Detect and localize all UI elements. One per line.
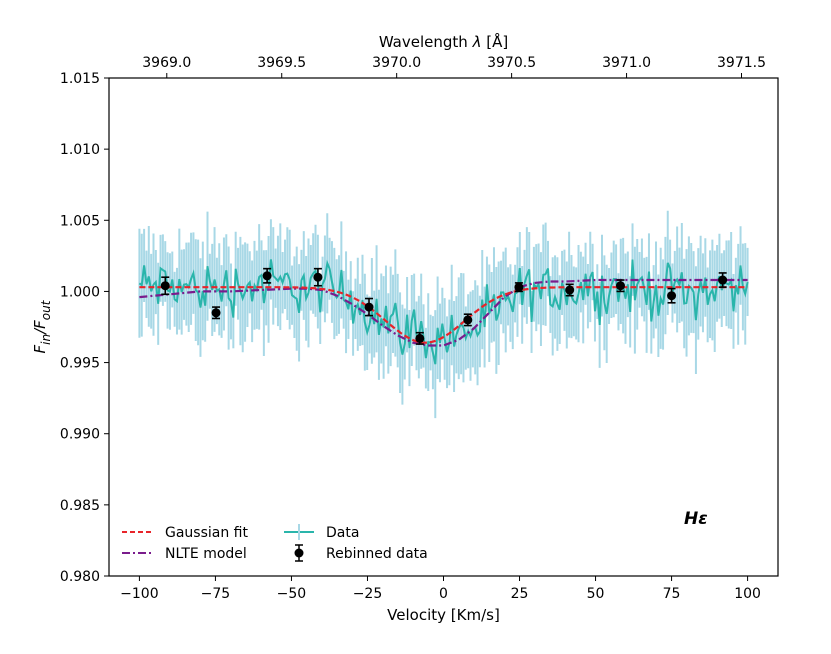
data-series-line xyxy=(138,259,749,365)
rebinned-point xyxy=(514,282,524,293)
x-tick-label: 0 xyxy=(439,586,448,602)
nlte-model-line xyxy=(139,278,748,347)
rebinned-point xyxy=(313,267,323,287)
legend-nlte-label: NLTE model xyxy=(165,546,247,562)
x-tick-label: −50 xyxy=(277,586,307,602)
h-epsilon-annotation: Hε xyxy=(684,509,708,529)
legend-rebinned-label: Rebinned data xyxy=(326,546,428,562)
rebinned-point xyxy=(615,279,625,293)
top-axis-ticks: 3969.0 3969.5 3970.0 3970.5 3971.0 3971.5 xyxy=(142,55,766,78)
rebinned-point xyxy=(565,283,575,297)
rebinned-marker xyxy=(160,281,170,291)
rebinned-marker xyxy=(313,272,323,282)
rebinned-marker xyxy=(364,302,374,312)
x-axis-ticks: −100 −75 −50 −25 0 25 50 75 100 xyxy=(120,576,761,602)
rebinned-point xyxy=(667,287,677,304)
x-tick-label: 100 xyxy=(734,586,761,602)
rebinned-marker xyxy=(565,285,575,295)
rebinned-point xyxy=(262,267,272,284)
rebinned-point xyxy=(364,297,374,317)
rebinned-point xyxy=(718,272,728,288)
top-tick-label: 3970.5 xyxy=(487,55,536,71)
rebinned-marker xyxy=(718,275,728,285)
top-tick-label: 3969.5 xyxy=(257,55,306,71)
y-axis-ticks: 0.980 0.985 0.990 0.995 1.000 1.005 1.010 1.015 xyxy=(60,71,109,585)
rebinned-marker xyxy=(667,291,677,301)
rebinned-marker xyxy=(211,308,221,318)
y-tick-label: 0.995 xyxy=(60,356,100,372)
x-tick-label: −75 xyxy=(201,586,231,602)
legend: Gaussian fit NLTE model Data Rebinned da… xyxy=(122,524,428,562)
y-tick-label: 0.985 xyxy=(60,498,100,514)
legend-rebinned-swatch xyxy=(294,544,304,562)
top-tick-label: 3971.5 xyxy=(717,55,766,71)
rebinned-point xyxy=(415,331,425,345)
gaussian-fit-line xyxy=(139,286,748,344)
x-tick-label: 50 xyxy=(587,586,605,602)
rebinned-point xyxy=(463,313,473,327)
rebinned-marker xyxy=(463,315,473,325)
y-tick-label: 0.990 xyxy=(60,427,100,443)
rebinned-marker xyxy=(615,281,625,291)
plot-content xyxy=(138,210,749,419)
top-axis-label: Wavelength λ [Å] xyxy=(379,32,508,51)
y-tick-label: 1.005 xyxy=(60,213,100,229)
x-axis-label: Velocity [Km/s] xyxy=(387,606,500,624)
legend-data-label: Data xyxy=(326,525,359,541)
x-tick-label: 25 xyxy=(511,586,529,602)
top-tick-label: 3970.0 xyxy=(372,55,421,71)
x-tick-label: −100 xyxy=(120,586,158,602)
legend-gaussian-label: Gaussian fit xyxy=(165,525,248,541)
rebinned-point xyxy=(211,306,221,320)
x-tick-label: −25 xyxy=(353,586,383,602)
y-axis-label: Fin/Fout xyxy=(31,299,53,353)
y-tick-label: 0.980 xyxy=(60,569,100,585)
rebinned-marker xyxy=(415,333,425,343)
x-tick-label: 75 xyxy=(663,586,681,602)
top-tick-label: 3971.0 xyxy=(602,55,651,71)
top-tick-label: 3969.0 xyxy=(142,55,191,71)
rebinned-marker xyxy=(262,271,272,281)
y-tick-label: 1.015 xyxy=(60,71,100,87)
rebinned-marker xyxy=(514,282,524,292)
y-tick-label: 1.010 xyxy=(60,142,100,158)
legend-data-swatch xyxy=(284,524,314,540)
rebinned-point xyxy=(160,276,170,296)
y-tick-label: 1.000 xyxy=(60,284,100,300)
